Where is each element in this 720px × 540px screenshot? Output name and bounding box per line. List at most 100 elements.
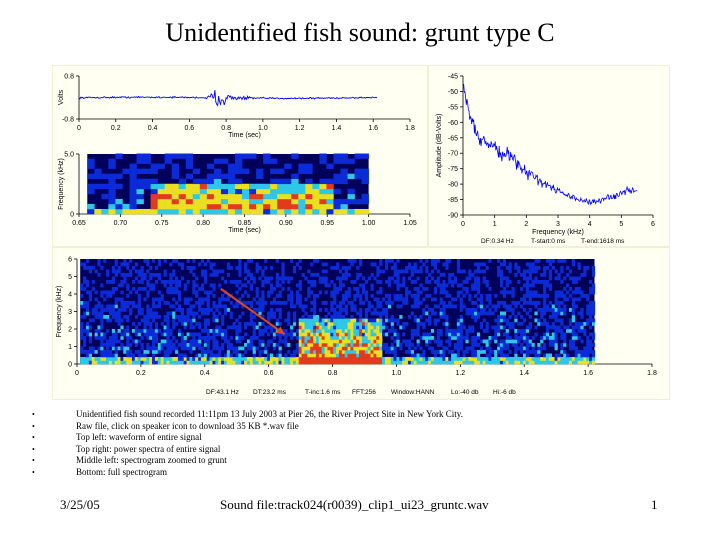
spectrogram-cell: [114, 297, 118, 302]
spectrogram-cell: [177, 353, 182, 358]
spectrogram-cell: [333, 290, 337, 295]
spectrogram-cell: [531, 269, 535, 274]
spectrogram-cell: [143, 259, 147, 263]
spectrogram-cell: [560, 301, 564, 305]
spectrogram-cell: [301, 357, 305, 361]
spectrogram-cell: [88, 339, 92, 344]
y-axis-label: Frequency (kHz): [58, 158, 65, 210]
spectrogram-cell: [218, 346, 222, 351]
spectrogram-cell: [502, 332, 506, 337]
spectrogram-cell: [482, 269, 486, 274]
spectrogram-cell: [330, 301, 334, 305]
spectrogram-cell: [136, 178, 144, 185]
spectrogram-cell: [83, 301, 87, 305]
spectrogram-cell: [347, 188, 355, 195]
spectrogram-cell: [215, 304, 219, 309]
spectrogram-cell: [537, 294, 541, 298]
spectrogram-cell: [413, 332, 417, 337]
spectrogram-cell: [218, 350, 222, 354]
x-tick-label: 0.65: [72, 220, 86, 227]
spectrogram-cell: [439, 283, 443, 288]
spectrogram-cell: [347, 346, 351, 351]
spectrogram-cell: [560, 311, 564, 316]
spectrogram-cell: [238, 353, 242, 358]
spectrogram-cell: [327, 350, 331, 354]
spectrogram-cell: [206, 208, 215, 215]
note-item[interactable]: Raw file, click on speaker icon to downl…: [32, 421, 463, 433]
spectrogram-cell: [272, 297, 276, 302]
spectrogram-cell: [313, 357, 317, 361]
spectrogram-cell: [298, 280, 302, 284]
spectrogram-cell: [583, 322, 587, 326]
spectrogram-cell: [344, 357, 348, 361]
spectrogram-cell: [459, 290, 463, 295]
spectrogram-cell: [531, 343, 535, 347]
spectrogram-cell: [232, 360, 236, 365]
spectrogram-cell: [157, 276, 161, 281]
spectrogram-cell: [185, 158, 194, 164]
spectrogram-cell: [347, 318, 351, 323]
spectrogram-cell: [390, 276, 394, 281]
spectrogram-cell: [192, 332, 196, 337]
spectrogram-cell: [264, 360, 268, 365]
y-tick-label: 5: [68, 274, 72, 281]
spectrogram-cell: [459, 297, 463, 302]
spectrogram-cell: [436, 332, 440, 337]
y-tick-label: -75: [448, 166, 458, 173]
spectrogram-cell: [324, 318, 328, 323]
spectrogram-cell: [263, 208, 271, 215]
spectrogram-cell: [522, 297, 527, 302]
note-item[interactable]: Unidentified fish sound recorded 11:11pm…: [32, 409, 463, 421]
spectrogram-cell: [218, 301, 222, 305]
spectrogram-cell: [482, 262, 486, 267]
spectrogram-cell: [364, 339, 368, 344]
spectrogram-cell: [356, 276, 360, 281]
spectrogram-cell: [246, 322, 251, 326]
spectrogram-cell: [292, 360, 297, 365]
spectrogram-cell: [376, 269, 380, 274]
spectrogram-cell: [284, 318, 288, 323]
spectrogram-cell: [229, 325, 233, 330]
spectrogram-cell: [341, 297, 345, 302]
spectrogram-cell: [101, 183, 109, 190]
spectrogram-cell: [508, 336, 512, 340]
spectrogram-cell: [554, 360, 558, 365]
spectrogram-cell: [249, 357, 253, 361]
spectrogram-cell: [364, 297, 368, 302]
spectrogram-cell: [313, 304, 317, 309]
spectrogram-cell: [534, 276, 538, 281]
spectrogram-cell: [154, 304, 159, 309]
spectrogram-cell: [497, 346, 501, 351]
spectrogram-cell: [413, 294, 417, 298]
spectrogram-cell: [215, 332, 219, 337]
spectrogram-cell: [203, 290, 207, 295]
spectrogram-cell: [563, 336, 567, 340]
spectrogram-cell: [505, 276, 509, 281]
spectrogram-cell: [313, 346, 317, 351]
spectrogram-cell: [577, 322, 581, 326]
spectrogram-cell: [459, 343, 463, 347]
spectrogram-cell: [344, 343, 348, 347]
spectrogram-cell: [186, 311, 190, 316]
spectrogram-cell: [326, 188, 334, 195]
spectrogram-cell: [223, 280, 228, 284]
spectrogram-cell: [189, 318, 193, 323]
spectrogram-cell: [333, 301, 337, 305]
spectrogram-cell: [149, 325, 153, 330]
spectrogram-cell: [252, 325, 256, 330]
spectrogram-cell: [304, 353, 308, 358]
spectrogram-cell: [525, 301, 529, 305]
spectrogram-cell: [114, 262, 118, 267]
spectrogram-cell: [445, 346, 449, 351]
spectrogram-cell: [416, 353, 420, 358]
spectrogram-cell: [278, 346, 282, 351]
spectrogram-cell: [497, 269, 501, 274]
spectrogram-cell: [218, 325, 222, 330]
spectrogram-cell: [370, 273, 374, 277]
spectrogram-cell: [242, 188, 250, 195]
spectrogram-cell: [502, 346, 506, 351]
spectrogram-cell: [340, 178, 348, 185]
x-tick-label: 1.0: [258, 125, 268, 132]
spectrogram-cell: [479, 325, 483, 330]
spectrogram-cell: [474, 353, 478, 358]
